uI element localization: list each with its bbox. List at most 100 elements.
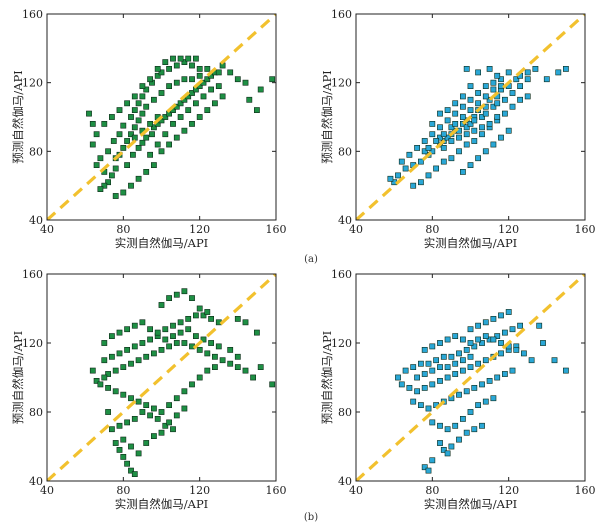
scatter-point (124, 346, 130, 353)
plot-frame (46, 13, 277, 221)
scatter-point (498, 312, 504, 319)
scatter-point (204, 76, 211, 83)
x-tick-label: 120 (498, 484, 519, 497)
scatter-point (490, 79, 497, 86)
scatter-point (143, 86, 150, 93)
scatter-point (257, 364, 264, 370)
scatter-point (437, 440, 443, 446)
scatter-point (124, 419, 130, 426)
scatter-point (151, 433, 157, 439)
scatter-point (101, 357, 108, 364)
scatter-point (97, 155, 104, 162)
y-tick-label: 40 (29, 475, 43, 488)
scatter-point (135, 175, 142, 182)
scatter-point (181, 340, 188, 346)
scatter-point (437, 364, 443, 370)
scatter-point (250, 374, 256, 381)
scatter-point (135, 145, 142, 151)
scatter-point (135, 117, 142, 124)
scatter-point (147, 336, 153, 343)
scatter-point (154, 66, 161, 72)
scatter-points (387, 66, 569, 189)
scatter-point (193, 55, 199, 62)
scatter-point (501, 371, 508, 377)
scatter-point (467, 409, 474, 415)
scatter-point (166, 141, 172, 148)
scatter-point (131, 93, 138, 100)
scatter-point (135, 398, 142, 405)
scatter-point (166, 402, 172, 408)
scatter-point (120, 145, 127, 151)
scatter-point (139, 93, 146, 100)
scatter-point (116, 350, 123, 357)
scatter-point (532, 66, 539, 72)
scatter-point (482, 398, 489, 405)
scatter-point (139, 340, 146, 346)
reference-line-y-equals-x (356, 14, 585, 220)
scatter-points (86, 55, 276, 199)
scatter-point (471, 384, 478, 391)
scatter-point (181, 288, 188, 295)
scatter-point (215, 69, 222, 76)
scatter-point (433, 165, 439, 172)
scatter-point (181, 127, 188, 134)
scatter-point (193, 100, 199, 107)
scatter-point (166, 419, 172, 426)
scatter-point (429, 121, 436, 127)
scatter-point (170, 426, 176, 433)
scatter-point (498, 76, 504, 83)
y-axis-label: 预测自然伽马/API (11, 70, 25, 163)
y-axis-label: 预测自然伽马/API (320, 70, 334, 163)
scatter-point (128, 467, 134, 474)
scatter-point (524, 93, 531, 100)
scatter-point (143, 169, 150, 175)
scatter-point (219, 357, 226, 364)
scatter-point (147, 326, 153, 333)
scatter-point (479, 422, 485, 429)
scatter-point (414, 388, 420, 395)
scatter-point (444, 374, 451, 381)
scatter-point (173, 291, 180, 298)
scatter-point (189, 62, 195, 69)
x-tick-label: 160 (575, 223, 596, 236)
scatter-point (97, 381, 104, 388)
scatter-point (501, 110, 508, 117)
scatter-point (459, 121, 466, 127)
scatter-point (456, 350, 462, 357)
scatter-point (463, 66, 470, 72)
x-tick-label: 120 (189, 223, 210, 236)
y-tick-label: 120 (331, 337, 352, 350)
scatter-point (395, 374, 401, 381)
scatter-point (208, 340, 214, 346)
x-tick-label: 40 (40, 223, 54, 236)
scatter-point (200, 93, 207, 100)
scatter-point (509, 326, 516, 333)
scatter-point (120, 436, 127, 443)
scatter-point (101, 121, 108, 127)
scatter-point (151, 96, 157, 103)
scatter-point (149, 131, 155, 138)
scatter-point (482, 357, 489, 364)
scatter-point (200, 312, 207, 319)
scatter-point (124, 326, 130, 333)
scatter-point (212, 353, 218, 360)
scatter-point (139, 409, 146, 415)
chart-b-left: 40 80 120 160 40 80 120 160 实测自然伽马/API 预测自然伽马/API (11, 268, 287, 511)
scatter-point (482, 333, 489, 339)
scatter-point (456, 134, 462, 141)
scatter-point (479, 131, 485, 138)
scatter-point (486, 121, 493, 127)
scatter-point (452, 333, 459, 339)
scatter-point (120, 122, 127, 129)
scatter-point (524, 69, 531, 76)
scatter-point (131, 415, 138, 422)
scatter-point (212, 364, 218, 370)
scatter-point (524, 76, 531, 83)
scatter-point (181, 388, 188, 395)
scatter-point (128, 131, 134, 138)
scatter-point (513, 346, 520, 353)
scatter-point (467, 83, 474, 89)
scatter-point (189, 381, 195, 388)
scatter-point (112, 440, 119, 446)
x-tick-label: 80 (116, 223, 130, 236)
